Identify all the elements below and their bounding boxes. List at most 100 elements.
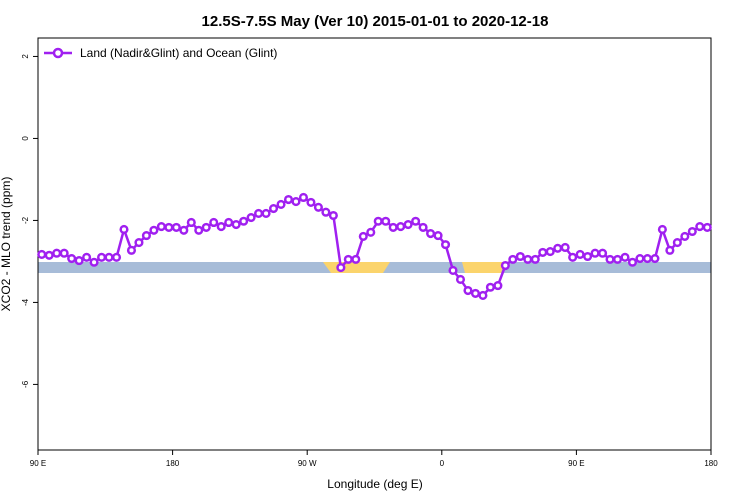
data-point	[126, 245, 137, 255]
data-point	[657, 224, 667, 234]
x-tick-label: 90 E	[568, 459, 584, 468]
data-point	[687, 226, 697, 237]
series-line	[41, 196, 708, 297]
data-point	[695, 222, 705, 232]
data-point	[493, 281, 503, 291]
data-point	[291, 197, 301, 207]
data-point	[134, 238, 144, 248]
data-point	[448, 265, 458, 275]
data-point	[702, 222, 712, 232]
data-point	[642, 254, 652, 264]
data-point	[635, 254, 645, 264]
data-point	[209, 217, 219, 228]
data-point	[373, 216, 383, 226]
data-point	[186, 217, 196, 228]
x-tick-label: 0	[440, 459, 445, 468]
data-point	[239, 216, 249, 226]
data-point	[97, 252, 107, 262]
data-point	[321, 207, 331, 217]
x-tick-label: 180	[704, 459, 718, 468]
data-point	[44, 250, 54, 260]
y-tick-label: 2	[21, 54, 30, 59]
data-point	[553, 243, 563, 253]
data-point	[74, 256, 84, 266]
data-point	[403, 219, 413, 230]
data-point	[52, 248, 62, 258]
data-point	[500, 260, 510, 271]
data-point	[276, 199, 286, 209]
x-tick-label: 90 W	[298, 459, 317, 468]
legend-marker	[52, 47, 64, 59]
data-point	[156, 222, 166, 232]
data-point	[388, 222, 398, 232]
data-point	[366, 227, 376, 237]
data-point	[164, 222, 174, 232]
data-point	[194, 225, 204, 235]
plot-frame	[37, 37, 712, 451]
data-point	[440, 240, 451, 250]
data-point	[530, 254, 540, 264]
data-point	[224, 217, 234, 228]
data-point	[306, 197, 316, 207]
x-axis-label: Longitude (deg E)	[327, 477, 422, 491]
data-point	[515, 251, 525, 262]
data-point	[381, 216, 391, 226]
y-tick-label: -4	[21, 298, 30, 306]
data-point	[612, 254, 623, 264]
data-point	[179, 225, 189, 235]
legend-label: Land (Nadir&Glint) and Ocean (Glint)	[80, 46, 277, 60]
data-point	[590, 248, 600, 258]
data-point	[560, 242, 570, 253]
data-point	[246, 213, 256, 223]
data-point	[523, 254, 533, 264]
data-point	[478, 290, 488, 300]
data-point	[396, 222, 406, 232]
data-point	[672, 238, 682, 248]
data-point	[283, 194, 294, 205]
data-point	[583, 251, 593, 262]
data-point	[254, 208, 264, 219]
data-point	[89, 257, 99, 267]
data-point	[216, 222, 226, 232]
data-point	[59, 248, 69, 258]
data-point	[455, 274, 466, 285]
data-point	[171, 222, 181, 232]
data-point	[358, 231, 368, 241]
data-point	[231, 219, 241, 230]
data-point	[627, 257, 638, 267]
data-point	[201, 222, 211, 232]
x-tick-label: 180	[166, 459, 180, 468]
data-point	[328, 210, 338, 221]
data-point	[269, 203, 279, 214]
data-point	[149, 225, 159, 235]
data-point	[538, 247, 548, 257]
data-point	[680, 231, 690, 241]
data-point	[418, 222, 428, 232]
data-point	[313, 202, 323, 212]
data-point	[298, 192, 309, 203]
data-point	[605, 254, 615, 264]
y-tick-label: -6	[21, 380, 30, 388]
data-point	[411, 216, 421, 226]
data-point	[67, 254, 77, 264]
x-tick-label: 90 E	[30, 459, 46, 468]
data-point	[426, 228, 436, 239]
data-point	[119, 224, 129, 234]
data-point	[545, 247, 555, 257]
data-point	[336, 263, 346, 273]
data-point	[141, 231, 151, 241]
data-point	[650, 254, 660, 264]
data-point	[343, 254, 353, 264]
data-point	[485, 282, 495, 292]
data-point	[598, 248, 608, 258]
data-point	[568, 252, 578, 262]
data-point	[508, 254, 518, 264]
y-axis-label: XCO2 - MLO trend (ppm)	[0, 177, 13, 312]
data-point	[104, 252, 114, 262]
data-point	[620, 252, 630, 262]
data-point	[665, 245, 675, 255]
data-point	[463, 285, 473, 296]
data-point	[351, 254, 361, 264]
y-tick-label: 0	[21, 136, 30, 141]
